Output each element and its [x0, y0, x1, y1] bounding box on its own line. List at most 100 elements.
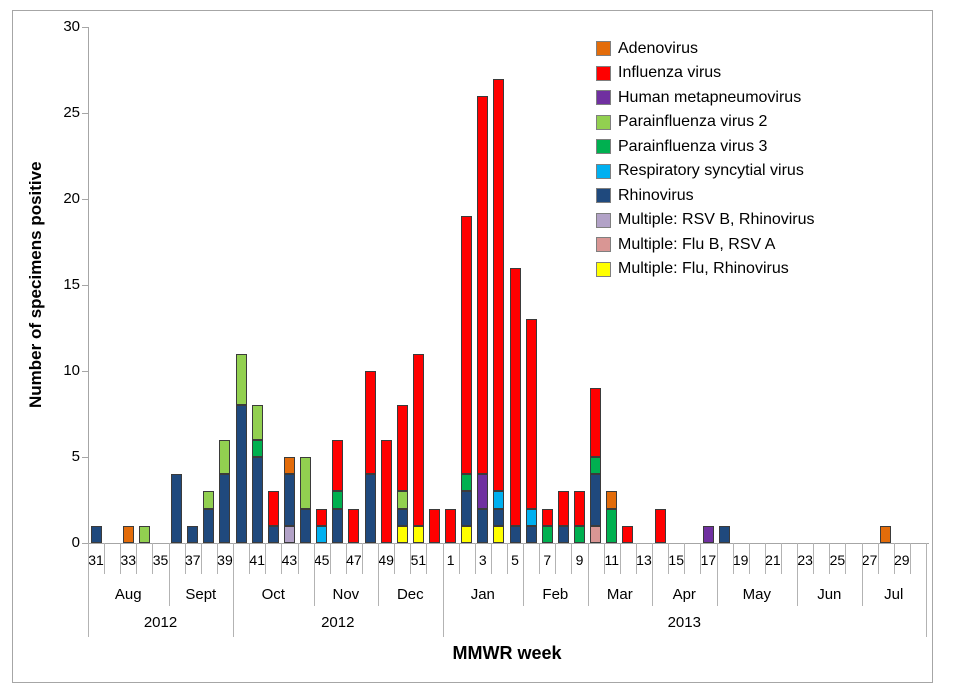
x-axis-week-label: 1: [446, 552, 455, 568]
week-tick: [474, 543, 476, 574]
legend-label: Respiratory syncytial virus: [618, 162, 804, 180]
legend-label: Human metapneumovirus: [618, 88, 802, 106]
week-tick: [297, 543, 299, 574]
week-tick: [249, 543, 251, 574]
bar-segment-influenza-virus: [509, 267, 521, 526]
legend-item: Parainfluenza virus 2: [596, 110, 767, 135]
week-tick: [104, 543, 106, 574]
year-boundary: [233, 543, 235, 637]
chart-border: [12, 10, 933, 683]
x-axis-week-label: 47: [346, 552, 362, 568]
week-tick: [700, 543, 702, 574]
x-axis-year-label: 2013: [667, 614, 701, 631]
y-tick-label: 30: [63, 18, 80, 35]
bar-segment-parainfluenza-virus-2: [138, 525, 150, 543]
week-tick: [877, 543, 879, 574]
legend-label: Multiple: Flu, Rhinovirus: [618, 260, 789, 278]
legend-item: Parainfluenza virus 3: [596, 134, 767, 159]
month-boundary: [168, 543, 170, 606]
bar-segment-parainfluenza-virus-2: [219, 439, 231, 475]
week-tick: [893, 543, 895, 574]
y-tick-label: 0: [71, 534, 80, 551]
legend-item: Adenovirus: [596, 36, 698, 61]
week-tick: [748, 543, 750, 574]
bar-segment-rhinovirus: [461, 491, 473, 526]
week-tick: [845, 543, 847, 574]
bar-segment-rhinovirus: [364, 474, 376, 543]
week-tick: [684, 543, 686, 574]
week-tick: [410, 543, 412, 574]
week-tick: [120, 543, 122, 574]
week-tick: [345, 543, 347, 574]
bar-segment-respiratory-syncytial-virus: [525, 508, 537, 526]
bar-segment-rhinovirus: [300, 508, 312, 543]
bar-segment-influenza-virus: [557, 491, 569, 526]
bar-segment-rhinovirus: [557, 525, 569, 543]
bar-segment-parainfluenza-virus-2: [396, 491, 408, 509]
week-tick: [458, 543, 460, 574]
bar-segment-parainfluenza-virus-2: [235, 353, 247, 406]
bar-segment-rhinovirus: [509, 525, 521, 543]
x-axis-year-label: 2012: [321, 614, 355, 631]
y-tick-mark: [82, 371, 88, 372]
bar-segment-adenovirus: [880, 525, 892, 543]
week-tick: [813, 543, 815, 574]
week-tick: [507, 543, 508, 574]
bar-segment-parainfluenza-virus-2: [203, 491, 215, 509]
week-tick: [361, 543, 363, 574]
x-axis-line: [88, 543, 929, 544]
bar-segment-rhinovirus: [251, 457, 263, 543]
bar-segment-influenza-virus: [654, 508, 666, 543]
bar-segment-influenza-virus: [332, 439, 344, 492]
bar-segment-influenza-virus: [461, 216, 473, 475]
legend-label: Parainfluenza virus 2: [618, 113, 768, 131]
x-axis-month-label: Jun: [817, 586, 842, 603]
legend-item: Respiratory syncytial virus: [596, 159, 804, 184]
month-boundary: [313, 543, 315, 606]
legend-item: Rhinovirus: [596, 183, 694, 208]
bar-segment-rhinovirus: [90, 525, 102, 543]
legend-label: Rhinovirus: [618, 186, 694, 204]
y-tick-mark: [82, 113, 88, 114]
legend-label: Multiple: RSV B, Rhinovirus: [618, 211, 815, 229]
x-axis-week-label: 15: [668, 552, 684, 568]
x-axis-week-label: 19: [732, 552, 749, 568]
bar-segment-influenza-virus: [396, 405, 408, 492]
legend-swatch-multiple-flu-b-rsv-a: [596, 237, 611, 253]
month-boundary: [861, 543, 863, 606]
bar-segment-parainfluenza-virus-3: [541, 525, 553, 543]
x-axis-week-label: 35: [152, 552, 169, 568]
bar-segment-influenza-virus: [412, 353, 424, 526]
x-axis-week-label: 27: [861, 552, 878, 568]
week-tick: [152, 543, 154, 574]
bar-segment-rhinovirus: [477, 508, 489, 543]
legend-swatch-multiple-flu-rhinovirus: [596, 261, 611, 277]
week-tick: [329, 543, 331, 574]
bar-segment-influenza-virus: [541, 508, 553, 526]
bar-segment-parainfluenza-virus-3: [574, 525, 586, 543]
x-axis-month-label: Nov: [332, 586, 360, 603]
bar-segment-rhinovirus: [187, 525, 199, 543]
week-tick: [909, 543, 911, 574]
bar-segment-influenza-virus: [525, 319, 537, 509]
x-axis-week-label: 51: [410, 552, 427, 568]
bar-segment-influenza-virus: [348, 508, 360, 543]
x-axis-month-label: Apr: [672, 586, 696, 603]
bar-segment-influenza-virus: [380, 439, 392, 543]
legend-swatch-parainfluenza-virus-3: [596, 139, 611, 155]
week-tick: [829, 543, 831, 574]
x-axis-week-label: 17: [700, 552, 717, 568]
bar-segment-rhinovirus: [493, 508, 505, 526]
bar-segment-respiratory-syncytial-virus: [316, 525, 328, 543]
month-boundary: [652, 543, 654, 606]
bar-segment-influenza-virus: [267, 491, 279, 526]
week-tick: [265, 543, 267, 574]
week-tick: [490, 543, 492, 574]
y-tick-label: 5: [71, 448, 80, 465]
x-axis-week-label: 33: [120, 552, 137, 568]
x-axis-week-label: 3: [478, 552, 487, 568]
x-axis-month-label: Aug: [114, 586, 142, 603]
x-axis-month-label: Mar: [606, 586, 633, 603]
